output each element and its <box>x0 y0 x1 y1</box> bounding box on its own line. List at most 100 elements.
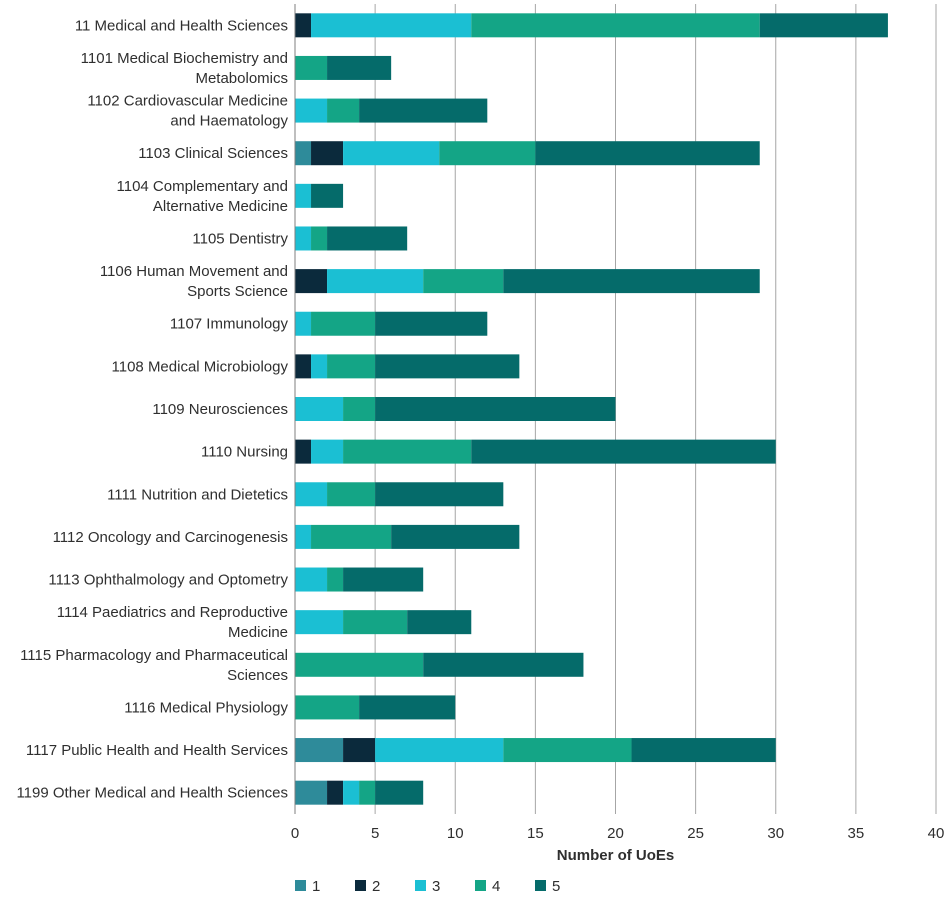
bar-segment-series-5 <box>391 524 520 549</box>
bar-segment-series-3 <box>343 141 440 166</box>
bar-segment-series-2 <box>295 439 312 464</box>
category-label: 1111 Nutrition and Dietetics <box>107 486 288 503</box>
category-label: 1199 Other Medical and Health Sciences <box>16 785 288 802</box>
category-label-line: 11 Medical and Health Sciences <box>75 17 288 34</box>
x-tick-label: 0 <box>291 825 299 842</box>
category-label-line: 1107 Immunology <box>170 316 289 333</box>
bar-segment-series-3 <box>311 354 328 379</box>
category-label-line: Metabolomics <box>195 70 288 87</box>
bar-segment-series-4 <box>343 397 376 421</box>
bar-segment-series-3 <box>295 226 312 251</box>
category-label: 1110 Nursing <box>201 444 288 461</box>
category-label: 1107 Immunology <box>170 316 289 333</box>
legend-label: 5 <box>552 878 560 895</box>
x-tick-labels: 0 5 10 15 20 25 30 35 40 <box>291 825 945 842</box>
category-label-line: 1109 Neurosciences <box>152 401 288 418</box>
category-label-line: 1113 Ophthalmology and Optometry <box>48 572 288 589</box>
bar-segment-series-2 <box>295 354 312 379</box>
x-tick-label: 10 <box>447 825 464 842</box>
category-label: 1114 Paediatrics and Reproductive Medicin… <box>57 604 288 641</box>
x-tick-label: 20 <box>607 825 624 842</box>
bar-segment-series-5 <box>535 141 760 166</box>
bar-segment-series-4 <box>295 55 328 80</box>
bar-segment-series-3 <box>295 183 312 208</box>
bar-segment-series-3 <box>327 269 424 294</box>
category-labels: 11 Medical and Health Sciences 1101 Medic… <box>16 17 288 801</box>
category-label-line: 1115 Pharmacology and Pharmaceutical <box>20 647 288 664</box>
bar-segment-series-5 <box>375 354 520 379</box>
category-label-line: 1105 Dentistry <box>192 230 288 247</box>
bar-segment-series-4 <box>327 567 344 592</box>
legend-label: 1 <box>312 878 320 895</box>
bar-segment-series-3 <box>295 98 328 123</box>
bar-segment-series-5 <box>359 98 488 123</box>
category-label: 1109 Neurosciences <box>152 401 288 418</box>
x-tick-label: 30 <box>767 825 784 842</box>
category-label: 1102 Cardiovascular Medicine and Haematol… <box>87 93 288 130</box>
bars <box>295 13 888 805</box>
category-label: 1115 Pharmacology and Pharmaceutical Scie… <box>20 647 288 684</box>
bar-segment-series-2 <box>295 13 312 38</box>
legend-swatch-series-5 <box>535 880 546 891</box>
category-label-line: 1112 Oncology and Carcinogenesis <box>53 529 288 546</box>
category-label: 1108 Medical Microbiology <box>112 358 289 375</box>
bar-segment-series-4 <box>311 524 392 549</box>
bar-segment-series-4 <box>295 652 424 677</box>
legend: 1 2 3 4 5 <box>295 878 560 895</box>
legend-swatch-series-4 <box>475 880 486 891</box>
bar-segment-series-5 <box>471 439 776 464</box>
x-tick-label: 35 <box>848 825 865 842</box>
bar-segment-series-3 <box>295 610 344 635</box>
bar-segment-series-3 <box>295 482 328 507</box>
legend-label: 2 <box>372 878 380 895</box>
bar-segment-series-3 <box>343 780 360 805</box>
category-label: 1104 Complementary and Alternative Medici… <box>117 178 289 215</box>
bar-segment-series-5 <box>327 226 408 251</box>
category-label: 1105 Dentistry <box>192 230 288 247</box>
bar-segment-series-1 <box>295 141 312 166</box>
bar-segment-series-3 <box>295 311 312 336</box>
x-tick-label: 15 <box>527 825 544 842</box>
category-label-line: 1111 Nutrition and Dietetics <box>107 486 288 503</box>
category-label: 11 Medical and Health Sciences <box>75 17 288 34</box>
x-tick-label: 40 <box>928 825 945 842</box>
bar-segment-series-5 <box>423 652 584 677</box>
bar-segment-series-4 <box>343 610 408 635</box>
bar-segment-series-4 <box>503 738 632 763</box>
category-label-line: 1117 Public Health and Health Services <box>26 742 288 759</box>
bar-segment-series-4 <box>439 141 536 166</box>
category-label-line: 1101 Medical Biochemistry and <box>81 50 288 67</box>
category-label-line: Medicine <box>228 624 288 641</box>
bar-segment-series-5 <box>375 311 488 336</box>
category-label-line: 1199 Other Medical and Health Sciences <box>16 785 288 802</box>
legend-label: 4 <box>492 878 500 895</box>
bar-segment-series-3 <box>295 397 344 421</box>
bar-segment-series-2 <box>327 780 344 805</box>
bar-segment-series-5 <box>759 13 888 38</box>
bar-segment-series-5 <box>375 780 424 805</box>
bar-segment-series-5 <box>343 567 424 592</box>
bar-segment-series-1 <box>295 780 328 805</box>
bar-segment-series-2 <box>295 269 328 294</box>
bar-segment-series-4 <box>327 482 376 507</box>
bar-segment-series-4 <box>423 269 504 294</box>
bar-segment-series-5 <box>359 695 456 720</box>
category-label: 1106 Human Movement and Sports Science <box>100 263 288 300</box>
legend-swatch-series-3 <box>415 880 426 891</box>
bar-segment-series-5 <box>503 269 760 294</box>
x-tick-label: 25 <box>687 825 704 842</box>
bar-segment-series-3 <box>375 738 504 763</box>
legend-swatch-series-2 <box>355 880 366 891</box>
bar-segment-series-5 <box>375 397 616 421</box>
bar-segment-series-4 <box>471 13 760 38</box>
category-label: 1101 Medical Biochemistry and Metabolomic… <box>81 50 288 87</box>
bar-segment-series-3 <box>311 439 344 464</box>
bar-segment-series-4 <box>295 695 360 720</box>
bar-segment-series-5 <box>327 55 392 80</box>
bar-segment-series-1 <box>295 738 344 763</box>
bar-segment-series-3 <box>295 524 312 549</box>
category-label-line: 1106 Human Movement and <box>100 263 288 280</box>
category-label-line: 1104 Complementary and <box>117 178 289 195</box>
